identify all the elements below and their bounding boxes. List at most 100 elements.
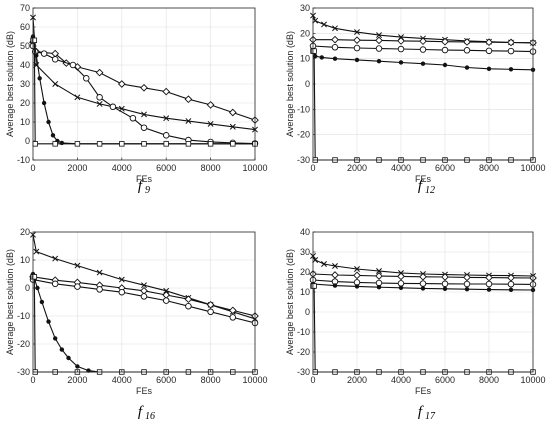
data-point [184, 295, 193, 304]
x-tick-label: 2000 [347, 163, 367, 173]
x-tick-label: 8000 [201, 375, 221, 385]
data-point [96, 269, 103, 276]
data-point [59, 347, 65, 352]
data-point [442, 286, 448, 291]
x-axis-label: FEs [136, 174, 153, 184]
data-point [46, 119, 51, 125]
data-point [37, 76, 42, 81]
data-point [83, 75, 90, 82]
x-tick-label: 4000 [112, 163, 132, 173]
data-point [206, 300, 215, 309]
x-tick-label: 6000 [435, 163, 455, 173]
y-tick-label: -20 [297, 130, 310, 140]
x-tick-label: 4000 [112, 375, 132, 385]
data-point [229, 123, 236, 130]
data-point [31, 37, 38, 43]
data-point [332, 56, 338, 61]
data-point [398, 60, 404, 65]
data-point [353, 36, 361, 45]
data-point [207, 120, 214, 127]
data-point [96, 100, 103, 107]
data-point [353, 44, 361, 52]
data-point [53, 336, 58, 341]
data-point [353, 271, 361, 280]
series-dot [310, 48, 536, 73]
data-point [41, 100, 47, 106]
data-point [463, 38, 471, 46]
data-point [331, 44, 339, 51]
data-point [40, 50, 48, 57]
y-tick-label: -10 [17, 155, 30, 165]
y-tick-label: 0 [25, 283, 30, 293]
data-point [331, 271, 339, 279]
y-tick-label: 20 [20, 98, 30, 108]
data-point [375, 279, 383, 287]
panel-caption: f [418, 404, 424, 420]
data-point [162, 87, 171, 96]
data-point [397, 280, 405, 287]
x-tick-label: 8000 [479, 163, 499, 173]
data-point [52, 255, 59, 262]
panel-caption: f [138, 404, 144, 420]
data-point [354, 266, 360, 272]
data-point [419, 46, 427, 53]
data-point [74, 262, 81, 269]
y-tick-label: 50 [20, 41, 30, 51]
data-point [59, 140, 65, 146]
data-point [354, 57, 360, 63]
y-tick-label: 70 [20, 3, 30, 13]
data-point [140, 293, 148, 300]
data-point [162, 297, 170, 304]
data-point [463, 47, 471, 54]
data-point [140, 124, 148, 131]
data-point [96, 286, 103, 293]
panel-caption-subscript: 16 [145, 411, 155, 422]
data-point [33, 248, 40, 255]
data-point [109, 103, 117, 111]
data-point [162, 132, 170, 139]
data-point [420, 61, 426, 66]
x-tick-label: 10000 [242, 375, 267, 385]
y-axis-label: Average best solution (dB) [285, 31, 295, 137]
data-point [34, 53, 39, 58]
data-point [141, 282, 147, 289]
x-tick-label: 2000 [347, 375, 367, 385]
y-axis-label: Average best solution (dB) [5, 249, 15, 355]
data-point [96, 94, 103, 101]
panel-caption: f [418, 178, 424, 194]
y-tick-label: 10 [300, 54, 310, 64]
data-point [163, 115, 170, 122]
x-tick-label: 8000 [201, 163, 221, 173]
x-axis-label: FEs [415, 174, 432, 184]
y-tick-label: -10 [17, 311, 30, 321]
data-point [332, 283, 338, 288]
data-point [507, 47, 515, 55]
data-point [464, 287, 470, 292]
data-point [375, 272, 383, 280]
data-point [376, 268, 382, 274]
data-point [397, 272, 405, 281]
y-tick-label: 40 [300, 227, 310, 237]
data-point [229, 314, 237, 321]
x-tick-label: 10000 [520, 375, 545, 385]
data-point [376, 285, 382, 290]
panel-caption-subscript: 9 [145, 185, 150, 196]
y-tick-label: 10 [300, 287, 310, 297]
data-point [118, 288, 126, 296]
data-point [74, 94, 81, 101]
x-tick-label: 0 [30, 375, 35, 385]
data-point [311, 48, 317, 54]
data-point [207, 141, 214, 147]
data-point [96, 141, 103, 147]
data-point [463, 273, 471, 282]
data-point [486, 66, 492, 72]
y-tick-label: -10 [297, 104, 310, 114]
y-tick-label: 30 [300, 3, 310, 13]
x-tick-label: 2000 [67, 375, 87, 385]
data-point [185, 141, 192, 147]
data-point [119, 141, 125, 147]
data-point [485, 38, 493, 47]
data-point [332, 25, 338, 32]
chart-panel-1: 0 2000 4000 6000 8000 10000 -30 -20 -10 0 10 20 30 FE… [285, 3, 546, 196]
